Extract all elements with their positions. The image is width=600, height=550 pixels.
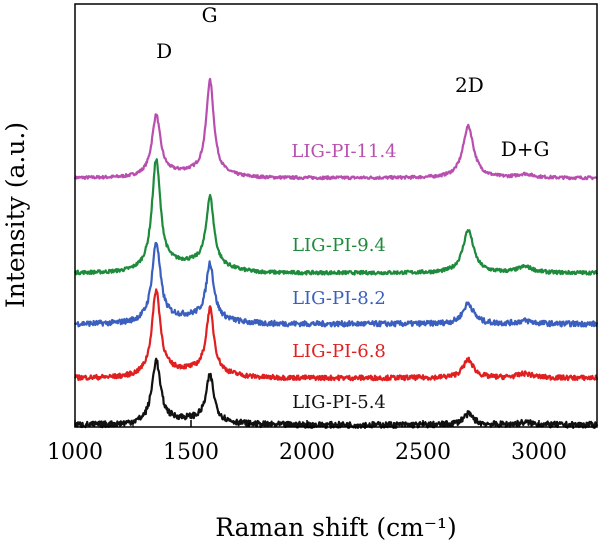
- series-line: [74, 241, 599, 328]
- plot-frame: [74, 3, 598, 428]
- x-tick-label: 2000: [279, 440, 335, 465]
- series-label: LIG-PI-5.4: [292, 392, 386, 413]
- series-label: LIG-PI-6.8: [292, 341, 386, 362]
- series-label: LIG-PI-11.4: [291, 141, 396, 162]
- series-line: [74, 288, 599, 382]
- peak-label: D: [156, 39, 172, 63]
- series-labels: LIG-PI-11.4 LIG-PI-9.4 LIG-PI-8.2 LIG-PI-6.…: [291, 141, 396, 413]
- peak-label: D+G: [501, 137, 550, 161]
- x-tick-label: 3000: [511, 440, 567, 465]
- series-label: LIG-PI-8.2: [292, 288, 386, 309]
- y-axis-label: Intensity (a.u.): [1, 122, 30, 308]
- peak-label: 2D: [455, 73, 484, 97]
- peak-annotations: D G 2D D+G: [156, 3, 549, 161]
- x-axis-label: Raman shift (cm⁻¹): [215, 513, 457, 542]
- series-label: LIG-PI-9.4: [292, 235, 386, 256]
- peak-label: G: [202, 3, 218, 27]
- x-axis-ticks: 1000 1500 2000 2500 3000: [47, 420, 567, 465]
- x-tick-label: 2500: [395, 440, 451, 465]
- series-line: [73, 77, 598, 181]
- series-line: [73, 158, 599, 276]
- x-tick-label: 1000: [47, 440, 103, 465]
- x-tick-label: 1500: [163, 440, 219, 465]
